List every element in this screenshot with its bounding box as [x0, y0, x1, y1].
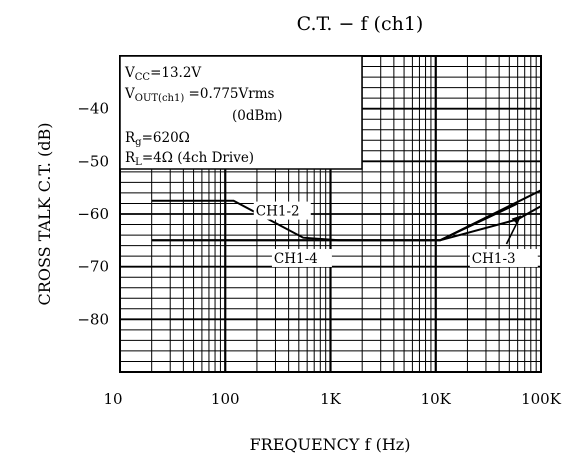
condition-vout: VOUT(ch1) =0.775Vrms: [124, 86, 275, 104]
series-line-ch1-4: [151, 202, 519, 242]
series-label-bg: [271, 248, 332, 267]
y-tick-label: −60: [77, 205, 109, 223]
x-tick-label: 100: [211, 390, 240, 408]
x-tick-label: 10K: [421, 390, 452, 408]
y-tick-label: −50: [77, 152, 109, 170]
series-label-ch1-4: CH1-4: [274, 251, 318, 267]
y-tick-label: −40: [77, 100, 109, 118]
arrowhead-icon: [511, 215, 521, 225]
series-labels: CH1-2 CH1-3 CH1-4: [253, 201, 538, 267]
series-label-bg: [253, 201, 311, 220]
series-line-ch1-2: [151, 189, 542, 242]
condition-rg: Rg=620Ω: [125, 130, 190, 148]
series-label-bg: [469, 248, 538, 267]
x-axis-label: FREQUENCY f (Hz): [250, 435, 411, 454]
y-tick-labels: −40 −50 −60 −70 −80: [77, 100, 109, 329]
chart-title: C.T. − f (ch1): [297, 13, 424, 35]
x-tick-label: 100K: [521, 390, 562, 408]
condition-rl: RL=4Ω (4ch Drive): [125, 150, 254, 168]
y-axis-label: CROSS TALK C.T. (dB): [35, 123, 54, 306]
x-tick-label: 10: [103, 390, 122, 408]
condition-dbm: (0dBm): [232, 108, 283, 124]
series-label-ch1-2: CH1-2: [256, 204, 300, 220]
y-tick-label: −80: [77, 310, 109, 328]
series-lines: [151, 189, 542, 242]
x-tick-label: 1K: [320, 390, 342, 408]
series-label-ch1-3: CH1-3: [472, 251, 516, 267]
conditions-box: [119, 55, 363, 170]
x-tick-labels: 10 100 1K 10K 100K: [103, 390, 561, 408]
y-tick-label: −70: [77, 258, 109, 276]
